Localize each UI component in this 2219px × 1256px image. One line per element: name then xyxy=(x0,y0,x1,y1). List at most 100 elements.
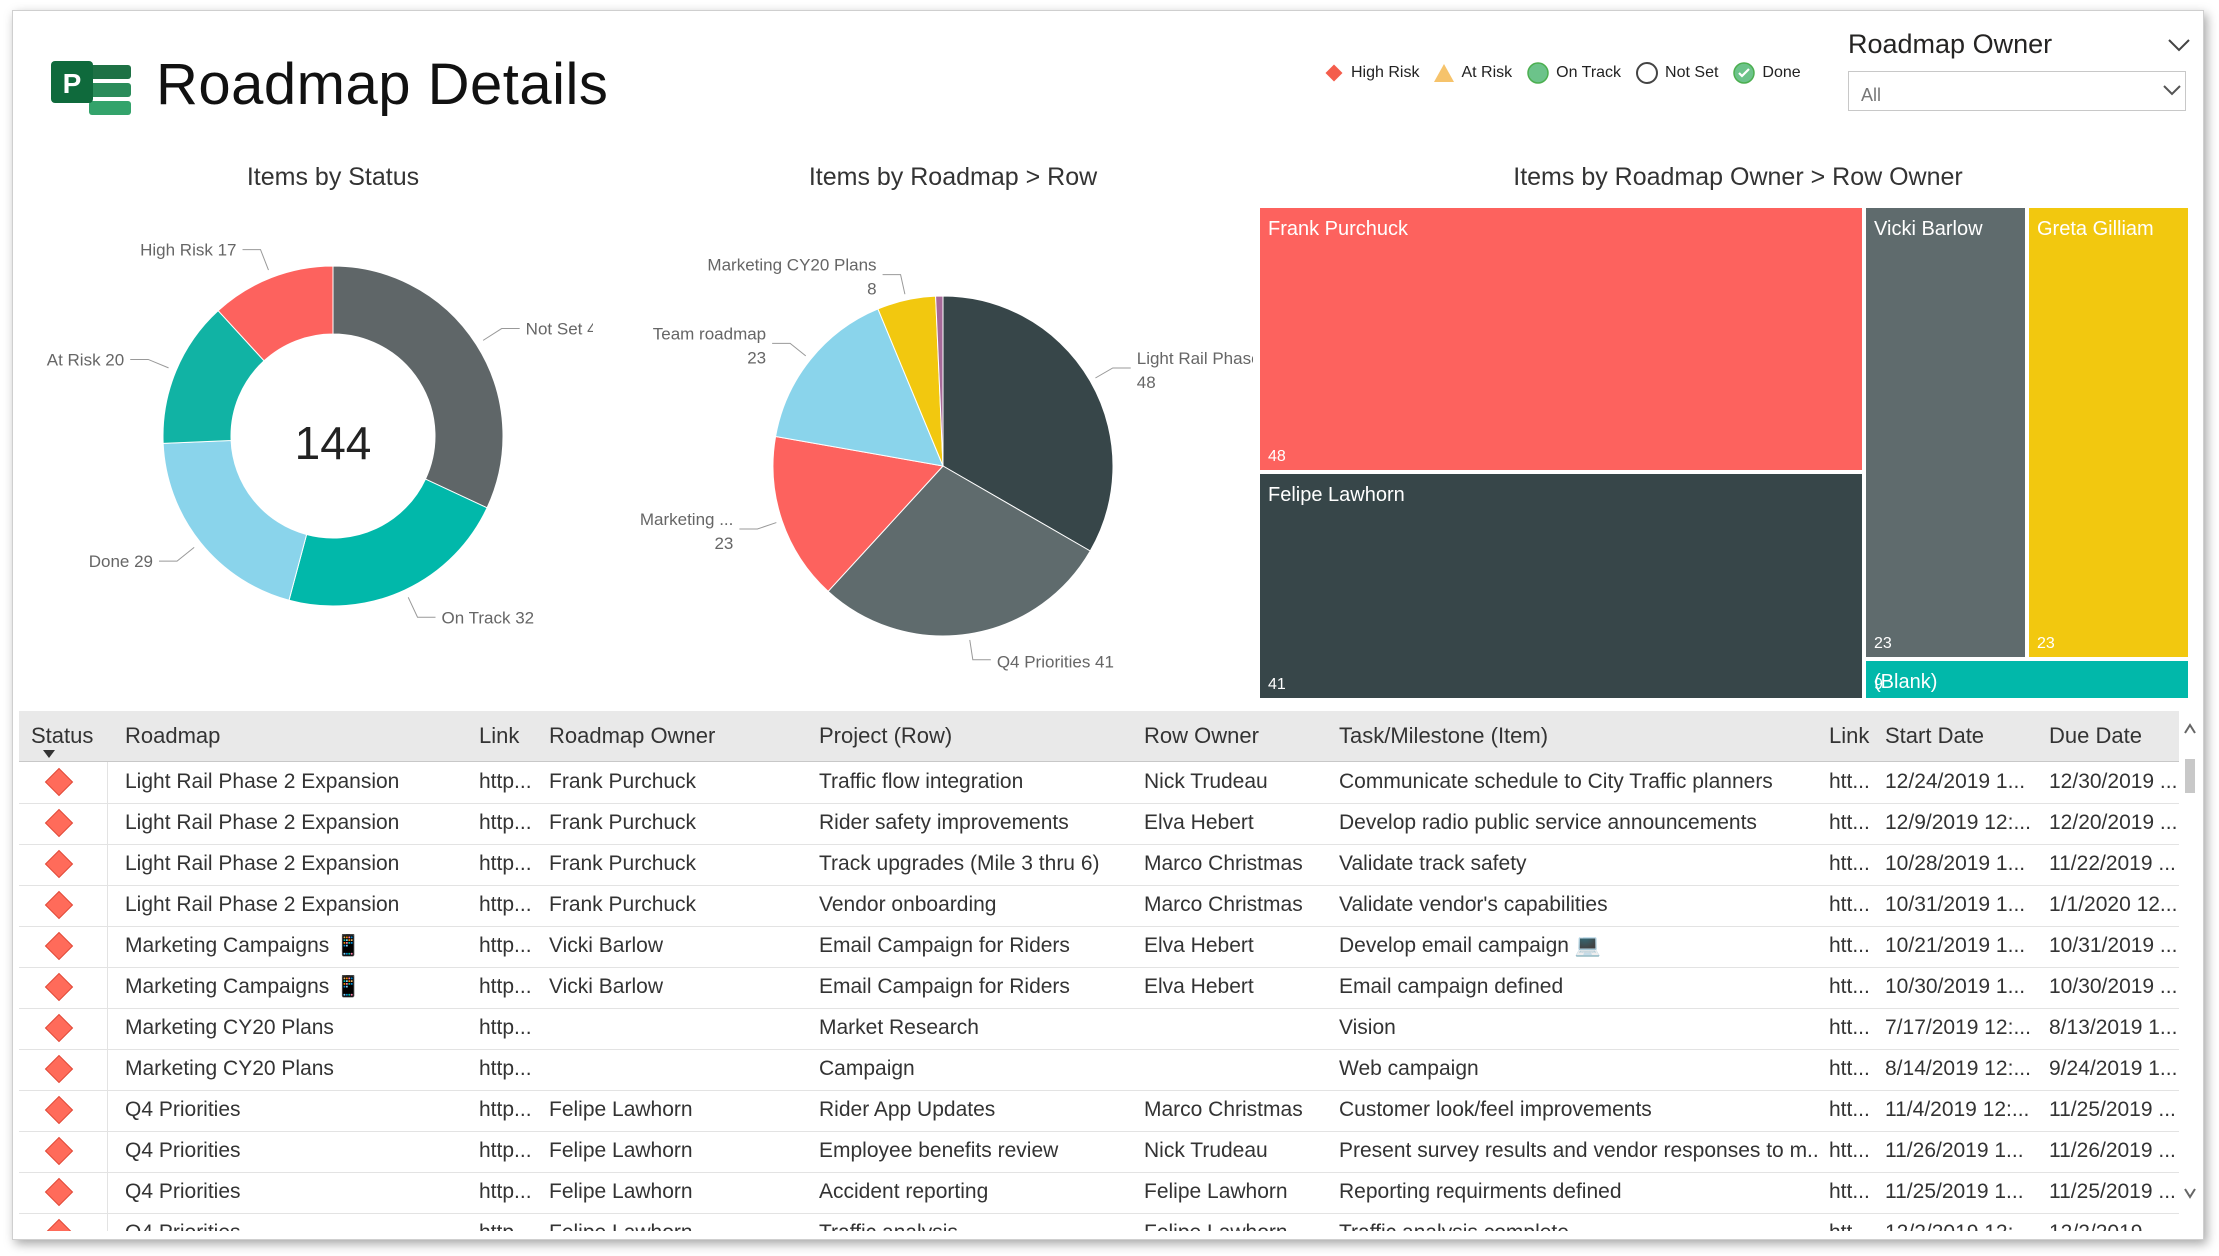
chevron-down-icon[interactable] xyxy=(2165,33,2193,57)
roadmap-pie-chart[interactable]: Light Rail Phase 2 E... 48 Q4 Priorities 4… xyxy=(613,211,1253,671)
treemap-cell[interactable]: Vicki Barlow 23 xyxy=(1864,206,2027,660)
table-cell[interactable]: htt... xyxy=(1829,1180,1870,1203)
donut-slice-on-track[interactable] xyxy=(288,478,488,607)
column-header[interactable]: Due Date xyxy=(2049,723,2142,748)
high-risk-icon xyxy=(44,1177,74,1207)
donut-data-label: Not Set 46 xyxy=(526,320,593,339)
table-row[interactable]: Marketing CY20 Plans http... Market Resear… xyxy=(19,1008,2179,1050)
status-chart-title: Items by Status xyxy=(246,163,420,191)
table-cell: Frank Purchuck xyxy=(549,811,697,834)
table-row[interactable]: Marketing CY20 Plans http... Campaign Web c… xyxy=(19,1049,2179,1091)
table-cell[interactable]: http... xyxy=(479,1139,532,1162)
table-row[interactable]: Marketing Campaigns 📱 http... Vicki Barlow… xyxy=(19,926,2179,968)
table-cell: 11/25/2019 1... xyxy=(1885,1180,2024,1203)
pie-slice[interactable] xyxy=(775,308,944,467)
owner-treemap[interactable]: Frank Purchuck 48 Felipe Lawhorn 41 Vicki Ba… xyxy=(1258,206,2190,700)
donut-slice-high-risk[interactable] xyxy=(217,265,334,362)
table-row[interactable]: Marketing Campaigns 📱 http... Vicki Barlow… xyxy=(19,967,2179,1009)
treemap-cell[interactable]: (Blank) 9 xyxy=(1864,659,2190,700)
table-cell[interactable]: htt... xyxy=(1829,1016,1870,1039)
pie-slice[interactable] xyxy=(942,295,1114,552)
column-header[interactable]: Roadmap xyxy=(125,723,221,748)
table-cell: Present survey results and vendor respon… xyxy=(1339,1139,1819,1162)
table-cell[interactable]: htt... xyxy=(1829,893,1870,916)
treemap-cell-value: 23 xyxy=(1874,635,1892,653)
column-header[interactable]: Link xyxy=(479,723,520,748)
table-row[interactable]: Light Rail Phase 2 Expansion http... Frank… xyxy=(19,885,2179,927)
table-row[interactable]: Light Rail Phase 2 Expansion http... Frank… xyxy=(19,844,2179,886)
treemap-cell[interactable]: Frank Purchuck 48 xyxy=(1258,206,1865,473)
column-header[interactable]: Start Date xyxy=(1885,723,1985,748)
table-row[interactable]: Q4 Priorities http... Felipe Lawhorn Accide… xyxy=(19,1172,2179,1214)
table-cell: 10/21/2019 1... xyxy=(1885,934,2026,957)
table-cell: Frank Purchuck xyxy=(549,770,697,793)
treemap-cell-name: Vicki Barlow xyxy=(1874,218,1983,240)
donut-slice-not-set[interactable] xyxy=(332,265,504,509)
column-header[interactable]: Task/Milestone (Item) xyxy=(1339,723,1549,748)
table-cell[interactable]: http... xyxy=(479,893,532,916)
column-header[interactable]: Row Owner xyxy=(1144,723,1259,748)
pie-slice[interactable] xyxy=(827,465,1091,637)
table-cell: Employee benefits review xyxy=(819,1139,1059,1162)
donut-data-label: High Risk 17 xyxy=(140,241,236,260)
table-cell: Validate vendor's capabilities xyxy=(1339,893,1608,916)
sort-descending-icon[interactable] xyxy=(41,749,57,759)
column-divider xyxy=(107,1008,108,1049)
high-risk-icon xyxy=(44,1013,74,1043)
table-cell[interactable]: htt... xyxy=(1829,1139,1870,1162)
table-cell: Market Research xyxy=(819,1016,979,1039)
table-row[interactable]: Light Rail Phase 2 Expansion http... Frank… xyxy=(19,762,2179,804)
dropdown-chevron-icon[interactable] xyxy=(2161,81,2183,99)
table-cell[interactable]: http... xyxy=(479,1221,539,1231)
table-cell[interactable]: http... xyxy=(479,1180,532,1203)
not-set-icon xyxy=(1636,62,1659,84)
table-cell: Elva Hebert xyxy=(1144,811,1254,834)
table-cell[interactable]: http... xyxy=(479,975,532,998)
pie-data-label: Marketing CY20 Plans xyxy=(707,256,876,275)
table-cell: Q4 Priorities xyxy=(125,1180,241,1203)
table-cell[interactable]: http... xyxy=(479,811,532,834)
column-header[interactable]: Project (Row) xyxy=(819,723,953,748)
pie-slice[interactable] xyxy=(935,295,944,467)
table-cell[interactable]: htt... xyxy=(1829,1221,1879,1231)
table-cell[interactable]: htt... xyxy=(1829,811,1870,834)
table-scrollbar[interactable] xyxy=(2181,711,2199,1211)
table-row[interactable]: Q4 Priorities http... Felipe Lawhorn Rider … xyxy=(19,1090,2179,1132)
roadmap-table: Status Roadmap Link Roadmap Owner Project (R… xyxy=(19,711,2179,1231)
table-cell[interactable]: http... xyxy=(479,852,532,875)
table-cell[interactable]: htt... xyxy=(1829,852,1870,875)
table-row[interactable]: Q4 Priorities http... Felipe Lawhorn Employ… xyxy=(19,1131,2179,1173)
table-cell: Vision xyxy=(1339,1016,1396,1039)
table-cell[interactable]: htt... xyxy=(1829,1057,1870,1080)
table-cell[interactable]: http... xyxy=(479,770,532,793)
treemap-cell[interactable]: Felipe Lawhorn 41 xyxy=(1258,472,1865,700)
on-track-icon xyxy=(1527,62,1549,84)
donut-leader-line xyxy=(242,249,269,271)
table-cell[interactable]: http... xyxy=(479,1098,532,1121)
table-cell[interactable]: http... xyxy=(479,934,532,957)
status-donut-chart[interactable]: 144 Not Set 46 On Track 32 Done 29 At Risk … xyxy=(33,211,593,671)
table-cell[interactable]: htt... xyxy=(1829,1098,1870,1121)
table-row[interactable]: Q4 Priorities http... Felipe Lawhorn Traffi… xyxy=(19,1213,2179,1231)
table-row[interactable]: Light Rail Phase 2 Expansion http... Frank… xyxy=(19,803,2179,845)
table-cell[interactable]: htt... xyxy=(1829,770,1870,793)
pie-slice[interactable] xyxy=(772,435,944,593)
table-cell[interactable]: htt... xyxy=(1829,934,1870,957)
column-header[interactable]: Roadmap Owner xyxy=(549,723,716,748)
column-header[interactable]: Link xyxy=(1829,723,1870,748)
table-cell: Elva Hebert xyxy=(1144,975,1254,998)
table-cell[interactable]: http... xyxy=(479,1057,532,1080)
column-header[interactable]: Status xyxy=(31,723,94,748)
report-canvas: P Roadmap Details High Risk At Risk On T… xyxy=(12,10,2204,1240)
treemap-cell[interactable]: Greta Gilliam 23 xyxy=(2027,206,2190,660)
donut-leader-line xyxy=(159,547,195,562)
table-cell: 12/24/2019 1... xyxy=(1885,770,2026,793)
roadmap-owner-dropdown[interactable] xyxy=(1848,71,2186,111)
treemap-cell-name: (Blank) xyxy=(1874,671,1938,694)
table-cell: Nick Trudeau xyxy=(1144,770,1268,793)
table-cell[interactable]: http... xyxy=(479,1016,532,1039)
donut-slice-done[interactable] xyxy=(162,439,308,601)
table-cell[interactable]: htt... xyxy=(1829,975,1870,998)
table-cell: 12/2/2019 ... xyxy=(2049,1221,2179,1231)
column-divider xyxy=(107,885,108,926)
